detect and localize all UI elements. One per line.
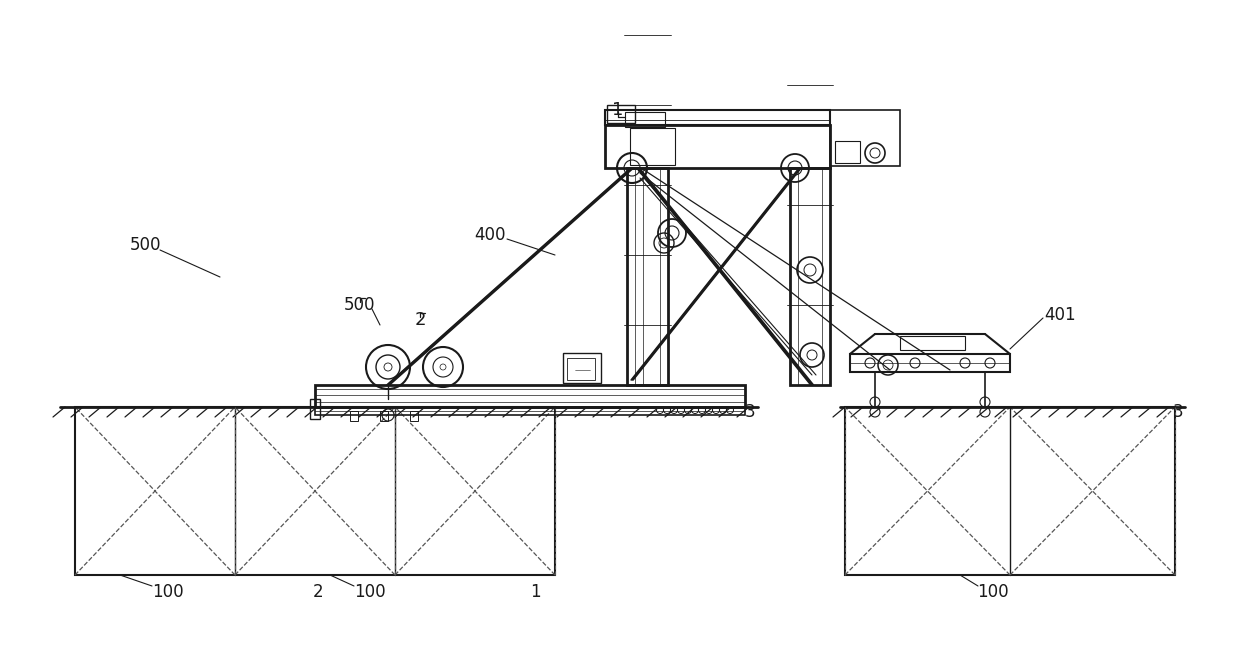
Bar <box>835 141 860 163</box>
Bar <box>605 125 830 168</box>
Bar <box>607 105 636 123</box>
Bar <box>315 407 745 415</box>
Bar <box>310 399 320 419</box>
Text: 3: 3 <box>1172 403 1183 421</box>
Bar <box>830 110 900 166</box>
Text: 2: 2 <box>312 583 323 601</box>
Bar <box>850 354 1010 372</box>
Bar <box>790 168 830 385</box>
Text: 500: 500 <box>344 296 375 314</box>
Text: 100: 100 <box>152 583 183 601</box>
Bar <box>380 411 388 421</box>
Text: 2: 2 <box>414 311 426 329</box>
Bar <box>629 128 675 165</box>
Text: 100: 100 <box>354 583 385 601</box>
Bar <box>845 407 1175 575</box>
Text: 1: 1 <box>612 101 623 119</box>
Bar <box>900 336 965 350</box>
Text: 500: 500 <box>129 236 161 254</box>
Bar <box>563 353 601 383</box>
Bar <box>605 110 830 125</box>
Text: 401: 401 <box>1044 306 1075 324</box>
Bar <box>76 407 555 575</box>
Bar <box>410 411 418 421</box>
Bar <box>627 168 668 385</box>
Text: 400: 400 <box>475 226 506 244</box>
Bar <box>349 411 358 421</box>
Bar <box>315 385 745 407</box>
Text: 3: 3 <box>745 403 756 421</box>
Bar <box>624 112 665 127</box>
Text: 100: 100 <box>978 583 1009 601</box>
Bar <box>567 358 595 380</box>
Text: 1: 1 <box>530 583 540 601</box>
